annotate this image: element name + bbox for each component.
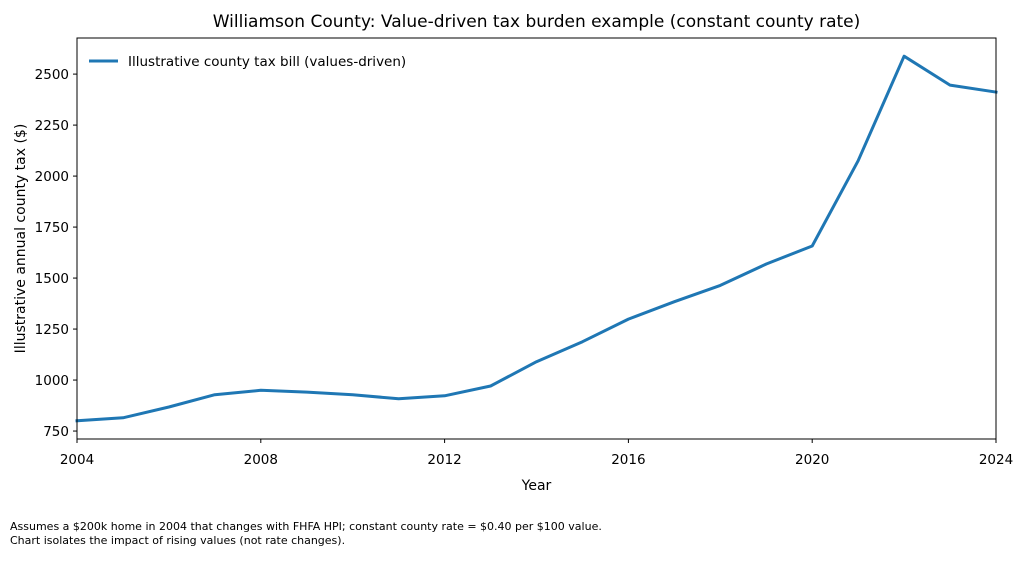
y-tick-label: 750 <box>43 424 69 440</box>
y-tick-label: 2000 <box>35 169 69 185</box>
footnote: Assumes a $200k home in 2004 that change… <box>10 520 602 548</box>
x-tick-label: 2020 <box>795 452 829 468</box>
y-tick-label: 1000 <box>35 373 69 389</box>
x-tick-label: 2016 <box>611 452 645 468</box>
y-tick-label: 1750 <box>35 220 69 236</box>
plot-area <box>75 54 998 423</box>
x-tick-label: 2024 <box>979 452 1013 468</box>
x-tick-label: 2008 <box>244 452 278 468</box>
x-axis-label: Year <box>521 478 552 494</box>
y-tick-label: 1250 <box>35 322 69 338</box>
y-tick-label: 1500 <box>35 271 69 287</box>
axes-frame <box>76 37 997 440</box>
chart-title: Williamson County: Value-driven tax burd… <box>213 12 861 32</box>
x-axis: 2004 2008 2012 2016 2020 2024 <box>60 439 1013 468</box>
y-axis-label: Illustrative annual county tax ($) <box>13 124 29 354</box>
y-axis: 750 1000 1250 1500 1750 2000 2250 2500 <box>35 67 77 440</box>
x-tick-label: 2012 <box>427 452 461 468</box>
legend: Illustrative county tax bill (values-dri… <box>89 54 406 70</box>
footnote-line-2: Chart isolates the impact of rising valu… <box>10 534 346 547</box>
x-tick-label: 2004 <box>60 452 94 468</box>
legend-label: Illustrative county tax bill (values-dri… <box>128 54 406 70</box>
y-tick-label: 2500 <box>35 67 69 83</box>
y-tick-label: 2250 <box>35 118 69 134</box>
footnote-line-1: Assumes a $200k home in 2004 that change… <box>10 520 602 533</box>
series-line <box>75 54 998 423</box>
